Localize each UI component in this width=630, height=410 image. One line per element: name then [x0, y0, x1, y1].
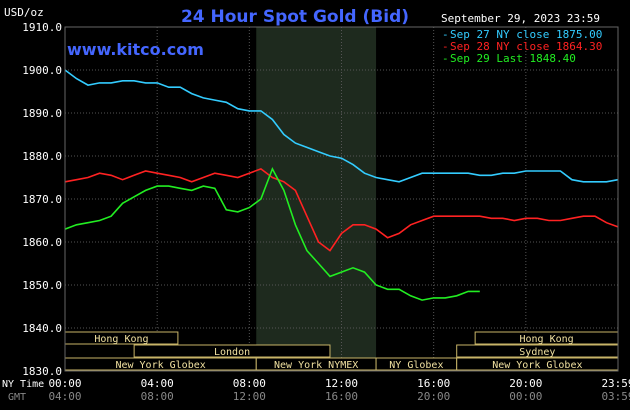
x-tick-label-ny: 12:00 [325, 377, 358, 390]
x-tick-label-gmt: 00:00 [509, 390, 542, 403]
legend-dash-sep29: - [442, 52, 449, 65]
y-tick-labels: 1830.0 1840.0 1850.0 1860.0 1870.0 1880.0 1890… [22, 21, 62, 378]
gmt-label: GMT [8, 392, 26, 403]
session-label: NY Globex [389, 360, 443, 371]
nymex-session-shade [256, 27, 377, 371]
y-tick-label: 1850.0 [22, 279, 62, 292]
x-tick-label-ny: 04:00 [141, 377, 174, 390]
y-tick-label: 1830.0 [22, 365, 62, 378]
session-label: Hong Kong [94, 334, 148, 345]
y-tick-label: 1840.0 [22, 322, 62, 335]
x-tick-label-ny: 00:00 [48, 377, 81, 390]
units-label: USD/oz [4, 6, 44, 19]
x-tick-label-gmt: 12:00 [233, 390, 266, 403]
ny-time-label: NY Time [2, 379, 44, 390]
series-line-2 [64, 166, 480, 301]
session-label: Hong Kong [519, 334, 573, 345]
session-label: New York NYMEX [274, 360, 358, 371]
series-line-0 [64, 69, 619, 183]
plot-border [64, 26, 619, 372]
y-tick-label: 1910.0 [22, 21, 62, 34]
x-tick-label-gmt: 08:00 [141, 390, 174, 403]
legend: Sep 27 NY close 1875.00 Sep 28 NY close … [442, 28, 602, 65]
x-tick-label-ny: 20:00 [509, 377, 542, 390]
y-tick-label: 1890.0 [22, 107, 62, 120]
session-box [133, 344, 331, 358]
legend-item-sep28: Sep 28 NY close 1864.30 [450, 40, 602, 53]
x-tick-label-ny: 08:00 [233, 377, 266, 390]
session-label: Sydney [519, 347, 555, 358]
website-label: www.kitco.com [67, 40, 204, 59]
y-tick-label: 1860.0 [22, 236, 62, 249]
x-tick-label-gmt: 20:00 [417, 390, 450, 403]
x-tick-label-ny: 16:00 [417, 377, 450, 390]
y-tick-label: 1880.0 [22, 150, 62, 163]
y-tick-label: 1870.0 [22, 193, 62, 206]
chart-title: 24 Hour Spot Gold (Bid) [181, 7, 409, 27]
session-label: London [214, 347, 250, 358]
legend-dash-sep28: - [442, 40, 449, 53]
session-label: New York Globex [492, 360, 582, 371]
x-tick-labels: 00:0004:0004:0008:0008:0012:0012:0016:00… [48, 377, 630, 403]
y-tick-label: 1900.0 [22, 64, 62, 77]
legend-item-sep29: Sep 29 Last 1848.40 [450, 52, 576, 65]
series-line-1 [64, 167, 619, 252]
x-tick-label-gmt: 03:59 [601, 390, 630, 403]
legend-item-sep27: Sep 27 NY close 1875.00 [450, 28, 602, 41]
x-tick-label-gmt: 04:00 [48, 390, 81, 403]
session-label: New York Globex [115, 360, 205, 371]
series-lines [64, 69, 619, 301]
x-tick-label-ny: 23:59 [601, 377, 630, 390]
legend-dash-sep27: - [442, 28, 449, 41]
x-tick-label-gmt: 16:00 [325, 390, 358, 403]
date-label: September 29, 2023 23:59 [441, 12, 600, 25]
